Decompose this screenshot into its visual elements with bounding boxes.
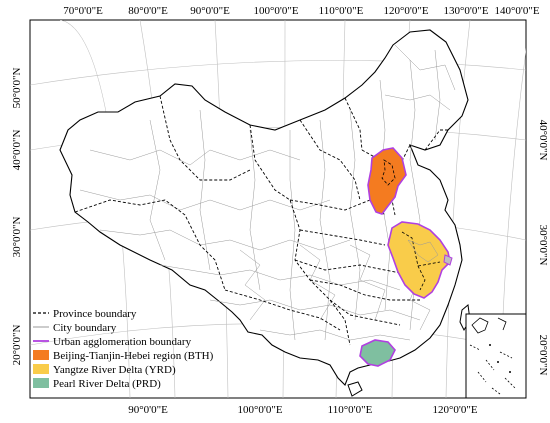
yrd-region bbox=[387, 221, 451, 299]
top-lon-label: 110°0'0"E bbox=[319, 5, 364, 17]
shanghai-area bbox=[443, 254, 453, 266]
beijing-boundary bbox=[381, 159, 396, 186]
right-lat-label: 30°0'0"N bbox=[537, 225, 549, 266]
right-lat-label: 20°0'0"N bbox=[537, 335, 549, 376]
hainan-island bbox=[347, 381, 363, 397]
prd-region bbox=[359, 339, 396, 367]
top-lon-label: 70°0'0"E bbox=[63, 5, 103, 17]
bth-swatch bbox=[33, 350, 49, 360]
bottom-lon-label: 120°0'0"E bbox=[432, 404, 477, 416]
legend-urban-label: Urban agglomeration boundary bbox=[53, 336, 192, 348]
bottom-longitude-labels: 90°0'0"E 100°0'0"E 110°0'0"E 120°0'0"E bbox=[128, 404, 478, 416]
top-lon-label: 140°0'0"E bbox=[494, 5, 539, 17]
bth-region bbox=[367, 147, 407, 215]
right-latitude-labels: 40°0'0"N 30°0'0"N 20°0'0"N bbox=[537, 120, 549, 376]
yrd-province-line-2 bbox=[417, 261, 441, 267]
bottom-lon-label: 100°0'0"E bbox=[237, 404, 282, 416]
left-lat-label: 40°0'0"N bbox=[11, 130, 23, 171]
left-latitude-labels: 50°0'0"N 40°0'0"N 30°0'0"N 20°0'0"N bbox=[11, 68, 23, 366]
left-lat-label: 30°0'0"N bbox=[11, 217, 23, 258]
yrd-swatch bbox=[33, 364, 49, 374]
province-boundaries bbox=[74, 95, 448, 346]
legend-province-label: Province boundary bbox=[53, 308, 137, 320]
bottom-lon-label: 90°0'0"E bbox=[128, 404, 168, 416]
legend-city-label: City boundary bbox=[53, 322, 117, 334]
yrd-province-line bbox=[401, 231, 426, 291]
left-lat-label: 20°0'0"N bbox=[11, 325, 23, 366]
legend-prd-label: Pearl River Delta (PRD) bbox=[53, 378, 161, 390]
south-china-sea-inset bbox=[465, 313, 527, 399]
top-lon-label: 100°0'0"E bbox=[253, 5, 298, 17]
top-lon-label: 90°0'0"E bbox=[190, 5, 230, 17]
yrd-city-lines bbox=[407, 239, 439, 263]
right-lat-label: 40°0'0"N bbox=[537, 120, 549, 161]
top-lon-label: 120°0'0"E bbox=[383, 5, 428, 17]
top-lon-label: 80°0'0"E bbox=[128, 5, 168, 17]
bottom-lon-label: 110°0'0"E bbox=[328, 404, 373, 416]
china-outline bbox=[59, 29, 469, 386]
legend: Province boundary City boundary Urban ag… bbox=[33, 308, 214, 390]
top-lon-label: 130°0'0"E bbox=[443, 5, 488, 17]
left-lat-label: 50°0'0"N bbox=[11, 68, 23, 109]
prd-swatch bbox=[33, 378, 49, 388]
legend-yrd-label: Yangtze River Delta (YRD) bbox=[53, 364, 176, 376]
legend-bth-label: Beijing-Tianjin-Hebei region (BTH) bbox=[53, 350, 214, 362]
top-longitude-labels: 70°0'0"E 80°0'0"E 90°0'0"E 100°0'0"E 110… bbox=[63, 5, 540, 17]
